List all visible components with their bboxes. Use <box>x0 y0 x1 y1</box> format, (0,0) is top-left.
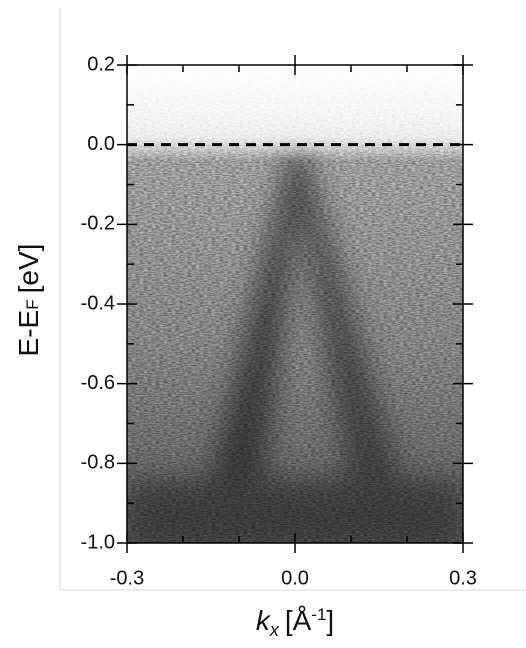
y-tick-label: -1.0 <box>81 531 115 553</box>
y-label-unit: [eV] <box>13 244 44 294</box>
y-tick-label: 0.0 <box>87 133 115 155</box>
x-label-close: ] <box>326 605 334 636</box>
x-label-sup: -1 <box>311 605 326 624</box>
intensity-image <box>127 65 463 543</box>
y-tick-label: -0.6 <box>81 372 115 394</box>
y-label-main: E-E <box>13 310 44 357</box>
y-axis-label: E-EF [eV] <box>13 244 44 357</box>
x-label-unit: [Å <box>285 605 312 636</box>
y-tick-label: 0.2 <box>87 53 115 75</box>
x-label-sub: x <box>269 620 280 640</box>
y-tick-label: -0.2 <box>81 213 115 235</box>
y-tick-label: -0.4 <box>81 292 115 314</box>
x-label-symbol: k <box>256 605 272 636</box>
x-tick-label: 0.0 <box>281 567 309 589</box>
y-label-sub: F <box>23 299 42 309</box>
x-tick-label: 0.3 <box>449 567 477 589</box>
x-axis-label: kx [Å-1] <box>256 605 334 640</box>
y-tick-label: -0.8 <box>81 452 115 474</box>
x-tick-label: -0.3 <box>110 567 144 589</box>
